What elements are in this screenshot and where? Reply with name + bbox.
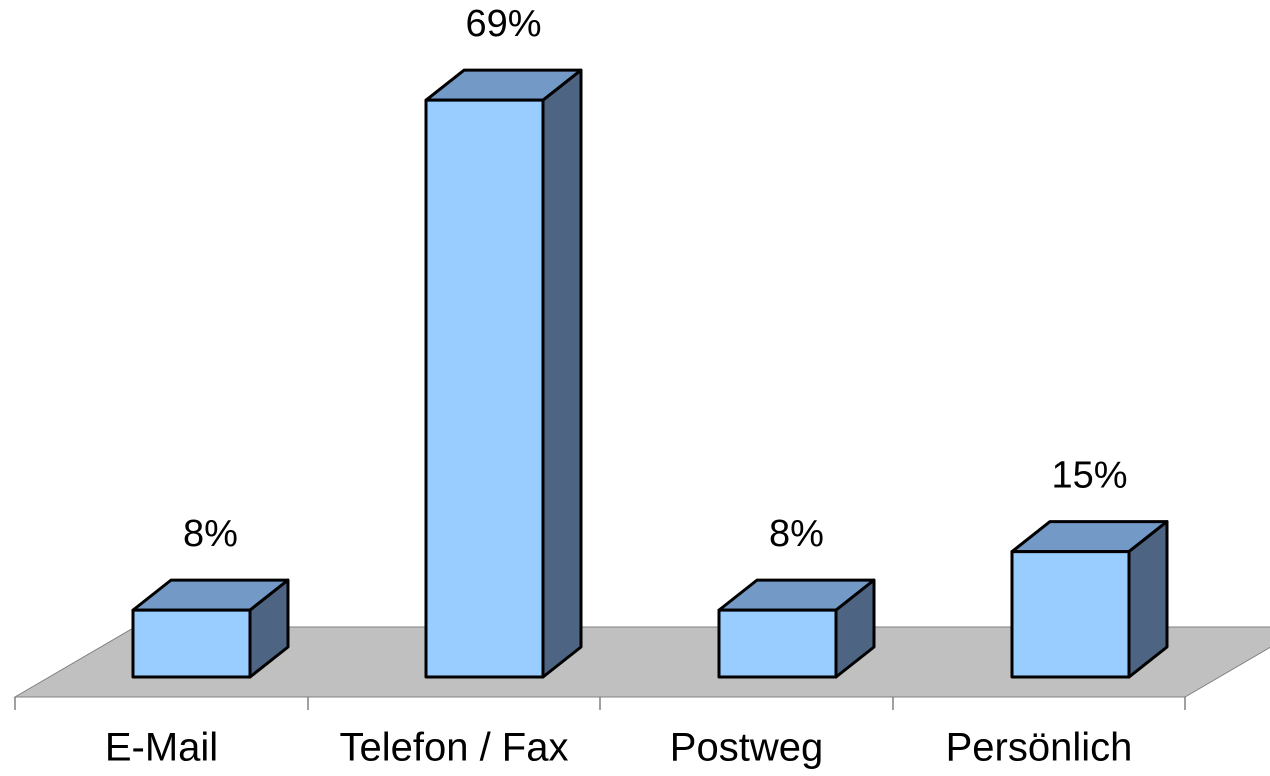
value-label: 8% — [183, 513, 238, 555]
x-tick-label: Postweg — [670, 726, 823, 770]
x-tick-label: Telefon / Fax — [339, 726, 568, 770]
bar-side — [541, 68, 583, 679]
value-label: 69% — [465, 3, 541, 45]
floor — [13, 626, 1270, 698]
x-tick-label: Persönlich — [946, 726, 1133, 770]
bar — [1010, 550, 1131, 679]
x-axis-ticks — [14, 697, 1186, 710]
bar — [717, 608, 838, 679]
bar — [424, 98, 545, 679]
x-tick-label: E-Mail — [105, 726, 218, 770]
value-label: 15% — [1051, 455, 1127, 497]
value-label: 8% — [769, 513, 824, 555]
bar — [131, 608, 252, 679]
